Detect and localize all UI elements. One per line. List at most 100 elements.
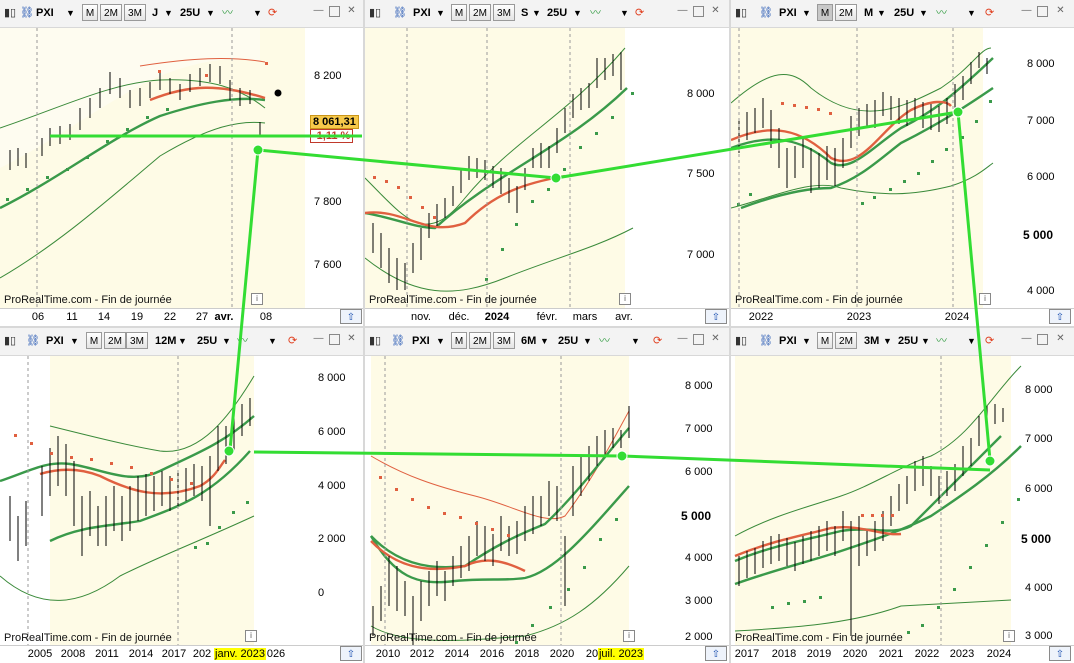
info-icon[interactable]: i: [251, 293, 263, 305]
chevron-down-icon[interactable]: ▼: [631, 336, 640, 346]
units-select[interactable]: 25U: [558, 335, 579, 347]
indicators-icon[interactable]: 〰: [590, 7, 601, 19]
symbol-label[interactable]: PXI: [413, 7, 431, 19]
indicators-icon[interactable]: 〰: [222, 7, 233, 19]
maximize-icon[interactable]: [1037, 6, 1048, 17]
price-chart[interactable]: [365, 356, 729, 646]
info-icon[interactable]: i: [979, 293, 991, 305]
candlestick-icon[interactable]: ▮▯: [4, 335, 17, 347]
period-m-button[interactable]: M: [451, 4, 467, 21]
price-chart[interactable]: [731, 28, 1074, 309]
symbol-label[interactable]: PXI: [46, 335, 64, 347]
chevron-down-icon[interactable]: ▼: [178, 336, 187, 346]
symbol-label[interactable]: PXI: [36, 7, 54, 19]
units-select[interactable]: 25U: [894, 7, 915, 19]
units-select[interactable]: 25U: [197, 335, 218, 347]
chevron-down-icon[interactable]: ▼: [540, 336, 549, 346]
refresh-icon[interactable]: ⟳: [985, 335, 995, 347]
price-chart[interactable]: [731, 356, 1074, 646]
scroll-up-icon[interactable]: ⇧: [1049, 646, 1071, 661]
link-icon[interactable]: ⛓: [759, 335, 773, 347]
minimize-icon[interactable]: —: [677, 5, 688, 16]
link-icon[interactable]: ⛓: [20, 7, 34, 19]
close-icon[interactable]: ✕: [711, 5, 720, 16]
period-select[interactable]: 12M: [155, 335, 177, 347]
period-2m-button[interactable]: 2M: [104, 332, 126, 349]
indicators-icon[interactable]: 〰: [599, 335, 610, 347]
price-chart[interactable]: [0, 28, 363, 309]
minimize-icon[interactable]: —: [1021, 333, 1032, 344]
period-select[interactable]: J: [152, 7, 159, 19]
period-m-button[interactable]: M: [451, 332, 467, 349]
link-icon[interactable]: ⛓: [26, 335, 40, 347]
info-icon[interactable]: i: [245, 630, 257, 642]
chevron-down-icon[interactable]: ▼: [877, 8, 886, 18]
chevron-down-icon[interactable]: ▼: [206, 8, 215, 18]
period-select[interactable]: 6M: [521, 335, 537, 347]
info-icon[interactable]: i: [623, 630, 635, 642]
period-2m-button[interactable]: 2M: [835, 4, 857, 21]
chevron-down-icon[interactable]: ▼: [268, 336, 277, 346]
candlestick-icon[interactable]: ▮▯: [735, 335, 748, 347]
period-2m-button[interactable]: 2M: [469, 332, 491, 349]
period-2m-button[interactable]: 2M: [835, 332, 857, 349]
info-icon[interactable]: i: [1003, 630, 1015, 642]
candlestick-icon[interactable]: ▮▯: [735, 7, 748, 19]
period-3m-button[interactable]: 3M: [493, 332, 515, 349]
close-icon[interactable]: ✕: [347, 5, 356, 16]
period-3m-button[interactable]: 3M: [124, 4, 146, 21]
maximize-icon[interactable]: [329, 6, 340, 17]
period-m-button[interactable]: M: [82, 4, 98, 21]
chart-window-daily[interactable]: ▮▯ ⛓ PXI ▼ M 2M 3M J ▼ 25U ▼ 〰 ▼ ⟳ — ✕: [0, 0, 363, 326]
price-chart[interactable]: [365, 28, 729, 309]
chevron-down-icon[interactable]: ▼: [967, 336, 976, 346]
period-3m-button[interactable]: 3M: [493, 4, 515, 21]
period-m-button[interactable]: M: [817, 4, 833, 21]
symbol-label[interactable]: PXI: [412, 335, 430, 347]
indicators-icon[interactable]: 〰: [237, 335, 248, 347]
minimize-icon[interactable]: —: [313, 5, 324, 16]
close-icon[interactable]: ✕: [711, 333, 720, 344]
chevron-down-icon[interactable]: ▼: [70, 336, 79, 346]
chevron-down-icon[interactable]: ▼: [583, 336, 592, 346]
chevron-down-icon[interactable]: ▼: [620, 8, 629, 18]
minimize-icon[interactable]: —: [313, 333, 324, 344]
chevron-down-icon[interactable]: ▼: [222, 336, 231, 346]
close-icon[interactable]: ✕: [1056, 5, 1065, 16]
chevron-down-icon[interactable]: ▼: [802, 336, 811, 346]
chevron-down-icon[interactable]: ▼: [919, 8, 928, 18]
refresh-icon[interactable]: ⟳: [288, 335, 298, 347]
scroll-up-icon[interactable]: ⇧: [340, 646, 362, 661]
refresh-icon[interactable]: ⟳: [653, 335, 663, 347]
chart-window-3m[interactable]: ▮▯ ⛓ PXI ▼ M 2M 3M ▼ 25U ▼ 〰 ▼ ⟳ — ✕: [731, 328, 1074, 663]
link-icon[interactable]: ⛓: [393, 7, 407, 19]
info-icon[interactable]: i: [619, 293, 631, 305]
refresh-icon[interactable]: ⟳: [268, 7, 278, 19]
chevron-down-icon[interactable]: ▼: [66, 8, 75, 18]
close-icon[interactable]: ✕: [1056, 333, 1065, 344]
chart-window-monthly[interactable]: ▮▯ ⛓ PXI ▼ M 2M M ▼ 25U ▼ 〰 ▼ ⟳ — ✕: [731, 0, 1074, 326]
indicators-icon[interactable]: 〰: [936, 335, 947, 347]
link-icon[interactable]: ⛓: [759, 7, 773, 19]
minimize-icon[interactable]: —: [677, 333, 688, 344]
symbol-label[interactable]: PXI: [779, 335, 797, 347]
candlestick-icon[interactable]: ▮▯: [369, 7, 382, 19]
units-select[interactable]: 25U: [898, 335, 919, 347]
chart-window-12m[interactable]: ▮▯ ⛓ PXI ▼ M 2M 3M 12M ▼ 25U ▼ 〰 ▼ ⟳ — ✕: [0, 328, 363, 663]
close-icon[interactable]: ✕: [347, 333, 356, 344]
chevron-down-icon[interactable]: ▼: [532, 8, 541, 18]
scroll-up-icon[interactable]: ⇧: [340, 309, 362, 324]
refresh-icon[interactable]: ⟳: [635, 7, 645, 19]
chevron-down-icon[interactable]: ▼: [436, 8, 445, 18]
chevron-down-icon[interactable]: ▼: [802, 8, 811, 18]
candlestick-icon[interactable]: ▮▯: [4, 7, 17, 19]
indicators-icon[interactable]: 〰: [936, 7, 947, 19]
symbol-label[interactable]: PXI: [779, 7, 797, 19]
scroll-up-icon[interactable]: ⇧: [705, 309, 727, 324]
units-select[interactable]: 25U: [547, 7, 568, 19]
period-select[interactable]: 3M: [864, 335, 880, 347]
minimize-icon[interactable]: —: [1021, 5, 1032, 16]
chevron-down-icon[interactable]: ▼: [967, 8, 976, 18]
candlestick-icon[interactable]: ▮▯: [369, 335, 382, 347]
period-2m-button[interactable]: 2M: [469, 4, 491, 21]
